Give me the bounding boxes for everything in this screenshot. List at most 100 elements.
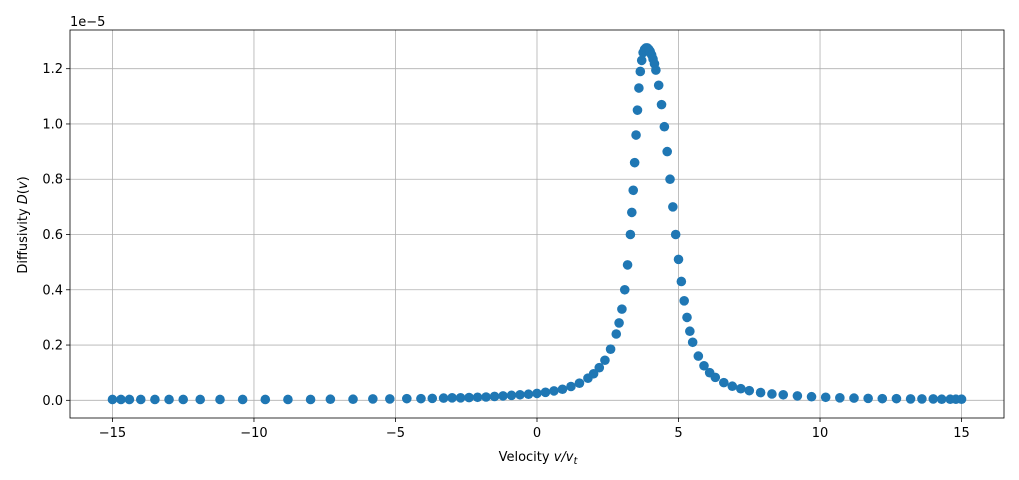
data-point	[622, 260, 633, 270]
data-point	[863, 393, 873, 404]
data-point	[905, 394, 916, 404]
x-tick-label: −10	[240, 426, 267, 441]
data-point	[656, 99, 667, 110]
data-point	[588, 368, 599, 379]
data-point	[385, 394, 395, 404]
data-point	[891, 393, 902, 404]
data-point	[778, 389, 789, 400]
data-point	[767, 389, 777, 399]
y-axis-label-var: v	[16, 181, 31, 189]
y-offset-label: 1e−5	[70, 15, 105, 30]
data-point	[849, 393, 859, 403]
x-axis-label-math: v/v	[554, 450, 574, 465]
data-point	[668, 202, 678, 212]
data-point	[594, 362, 605, 373]
data-point	[464, 392, 474, 403]
x-tick-label: −15	[99, 426, 126, 441]
y-tick-label: 1.2	[42, 62, 63, 77]
data-point	[629, 157, 640, 168]
data-point	[631, 130, 641, 140]
data-point	[611, 329, 622, 339]
data-point	[682, 312, 692, 323]
y-axis-label: Diffusivity D(v)	[16, 176, 31, 273]
data-point	[679, 296, 689, 306]
data-point	[687, 337, 698, 348]
y-axis-label-text: Diffusivity	[16, 204, 31, 273]
data-point	[523, 389, 534, 400]
data-point	[566, 381, 576, 392]
data-point	[744, 385, 755, 396]
data-point	[305, 394, 316, 405]
x-tick-label: 0	[533, 426, 541, 441]
data-point	[628, 185, 639, 196]
y-axis-label-close: )	[16, 176, 31, 181]
x-axis-ticks: −15 −10 −5 0 5 10 15	[99, 418, 970, 441]
data-point	[195, 394, 205, 405]
data-point	[549, 386, 559, 396]
x-axis-label: Velocity v/vt	[499, 450, 579, 467]
data-point	[659, 121, 670, 132]
data-point	[735, 383, 746, 394]
data-point	[625, 229, 636, 240]
data-point	[402, 393, 412, 404]
data-point	[806, 391, 817, 402]
data-point	[617, 304, 627, 314]
data-point	[662, 146, 672, 157]
data-point	[427, 393, 438, 404]
data-point	[532, 388, 542, 399]
data-point	[481, 392, 491, 402]
data-point	[283, 394, 293, 405]
data-point	[877, 393, 888, 404]
data-point	[455, 393, 466, 403]
data-point	[368, 394, 378, 404]
data-point	[116, 394, 126, 405]
y-axis-ticks: 0.0 0.2 0.4 0.6 0.8 1.0 1.2	[42, 62, 70, 409]
data-points	[107, 43, 967, 405]
data-point	[540, 387, 551, 398]
data-point	[673, 254, 684, 265]
data-point	[178, 394, 189, 405]
data-point	[614, 318, 624, 328]
y-tick-label: 0.0	[42, 394, 63, 409]
data-point	[636, 55, 647, 66]
data-point	[956, 394, 967, 405]
y-tick-label: 0.8	[42, 173, 63, 188]
data-point	[634, 83, 644, 93]
data-point	[325, 394, 336, 405]
data-point	[665, 174, 675, 185]
data-point	[835, 393, 845, 403]
y-axis-label-open: (	[16, 189, 31, 194]
data-point	[124, 394, 135, 405]
y-tick-label: 0.2	[42, 339, 63, 354]
x-tick-label: 10	[812, 426, 829, 441]
data-point	[653, 80, 664, 91]
x-tick-label: 5	[674, 426, 682, 441]
data-point	[710, 372, 721, 383]
data-point	[627, 207, 637, 218]
data-point	[237, 394, 248, 405]
data-point	[619, 284, 630, 295]
x-tick-label: 15	[953, 426, 970, 441]
data-point	[917, 394, 927, 404]
data-point	[557, 384, 568, 395]
x-axis-label-sub: t	[574, 456, 579, 467]
data-point	[498, 391, 508, 401]
data-point	[928, 394, 939, 404]
x-axis-label-text: Velocity	[499, 450, 554, 465]
data-point	[164, 394, 174, 405]
data-point	[107, 394, 118, 405]
x-tick-label: −5	[386, 426, 405, 441]
data-point	[676, 276, 687, 287]
data-point	[693, 351, 704, 361]
data-point	[727, 381, 738, 392]
data-point	[820, 392, 831, 403]
data-point	[632, 105, 643, 115]
data-point	[472, 392, 483, 403]
data-point	[792, 391, 803, 401]
data-point	[416, 393, 426, 404]
y-tick-label: 1.0	[42, 117, 63, 132]
data-point	[755, 387, 766, 398]
data-point	[719, 377, 729, 388]
data-point	[506, 390, 517, 401]
